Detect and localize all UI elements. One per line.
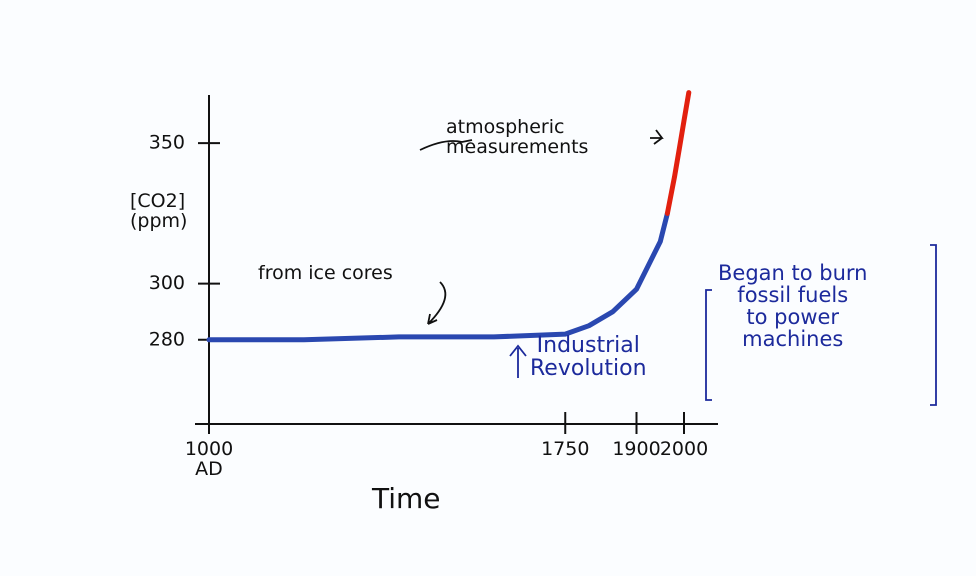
series-label: atmospheric measurements (446, 116, 589, 158)
arrow (509, 344, 527, 378)
annotation: Began to burn fossil fuels to power mach… (718, 261, 868, 352)
x-tick-label: 1000 AD (184, 438, 234, 480)
line (206, 210, 670, 343)
y-axis-label: [CO2] (ppm) (130, 190, 188, 232)
x-tick-label: 1750 (541, 438, 590, 460)
bracket (705, 244, 937, 406)
annotation: Industrial Revolution (530, 333, 647, 382)
line (664, 90, 692, 216)
arrow (419, 129, 664, 151)
x-axis-label: Time (372, 482, 441, 515)
series-label: from ice cores (258, 262, 393, 284)
arrow (427, 281, 447, 325)
x-tick-label: 1900 (612, 438, 661, 460)
y-tick-label: 300 (149, 272, 185, 294)
y-tick-label: 280 (149, 328, 185, 350)
x-tick-label: 2000 (659, 438, 709, 460)
y-tick-label: 350 (149, 132, 185, 154)
